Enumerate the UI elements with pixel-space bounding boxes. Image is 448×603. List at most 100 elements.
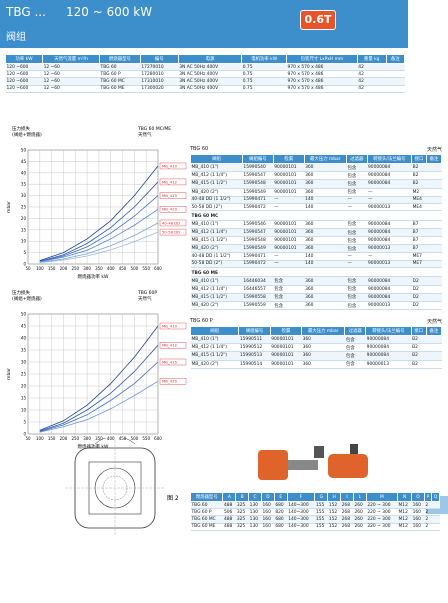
cell: M2 (411, 188, 427, 197)
series-line (39, 222, 159, 263)
section-row: TBG 60 MC (190, 210, 442, 221)
cell: 140 (304, 252, 347, 261)
series-line (39, 208, 159, 263)
cell: 12 ~60 (42, 77, 100, 86)
cell: 90000084 (367, 171, 412, 181)
header-cell: B (235, 492, 250, 502)
cell: 90000084 (367, 276, 412, 286)
cell: 包含 (346, 244, 367, 254)
cell: 680 (274, 515, 288, 524)
cell: 130 (248, 515, 262, 524)
burner-body (328, 454, 368, 478)
cell: 15990547 (242, 171, 274, 181)
y-tick-label: 35 (21, 182, 27, 187)
cell: B2 (411, 163, 427, 173)
header-cell: 检漏 (272, 154, 305, 164)
cell: 120 ~600 (5, 77, 43, 86)
burner-tube (288, 460, 318, 470)
cell: 160 (411, 508, 425, 517)
badge: 0.6T (300, 10, 336, 30)
angle-arc (94, 438, 136, 445)
cell: 90000084 (367, 228, 412, 238)
cell: 包含 (346, 188, 367, 197)
x-tick-label: 600 (154, 436, 162, 441)
x-tick-label: 450 (119, 436, 127, 441)
section-title: TBG 60 MC (190, 210, 442, 221)
y-tick-label: 40 (21, 170, 27, 175)
y-tick-label: 40 (21, 336, 27, 341)
cell: 16446034 (242, 276, 274, 286)
cell (426, 236, 442, 246)
cell: 488 (222, 501, 236, 510)
header-band: TBG ... 120 ~ 600 kW 阀组 (0, 0, 408, 48)
x-tick-label: 550 (142, 436, 150, 441)
cell: 15990471 (242, 252, 274, 261)
x-tick-label: 350 (95, 436, 103, 441)
cell: — (346, 252, 367, 261)
cell: 0.75 (241, 85, 287, 93)
cell (426, 179, 442, 189)
header-cell: P (423, 492, 432, 502)
x-axis-label: 燃烧器功率 kW (78, 443, 110, 450)
annotation: 天然气 (138, 131, 152, 138)
header-row: 阀组 阀组编号 检漏 最大压力 mbar 过滤器 转接头/法兰编号 接口 备注 (190, 154, 442, 164)
annotation: TBG 60 MC/ME (137, 126, 171, 132)
cell: 155 (314, 515, 328, 524)
cell: 17270010 (140, 63, 179, 72)
cell: 160 (261, 523, 275, 531)
cell: 140 (304, 260, 347, 268)
cell (386, 77, 405, 86)
header-cell: 包装尺寸 LxPxH mm (286, 54, 358, 64)
header-cell: 过滤器 (344, 326, 367, 336)
cell: 90000084 (365, 335, 412, 345)
row: MB_415 (1 1/2") 15990548 90000101 360 包含 9000… (190, 179, 442, 189)
cell: 488 (222, 523, 236, 531)
cell: 12 ~60 (42, 70, 100, 79)
cell: 90000101 (273, 171, 305, 181)
header-cell: 转接头/法兰编号 (365, 326, 412, 336)
row: MB_420 (2") 15990514 90000101 360 包含 90000013… (190, 360, 442, 369)
x-tick-label: 500 (131, 436, 139, 441)
cell: 90000084 (365, 343, 412, 353)
cell: M12 (397, 501, 412, 510)
cell: 50-58 DD (2") (190, 260, 243, 268)
cell: MB_420 (2") (190, 301, 243, 311)
header-cell: 阀组编号 (241, 154, 274, 164)
cell (426, 351, 442, 361)
row: MB_415 (1 1/2") 15990513 90000101 360 包含 9000… (190, 351, 442, 361)
cell: 360 (301, 335, 345, 345)
cell: 90000101 (270, 335, 302, 345)
cell: TBG 60 (99, 63, 141, 72)
y-tick-label: 5 (23, 250, 26, 255)
cell: MB_410 (1") (190, 276, 243, 286)
row: MB_412 (1 1/4") 15990547 90000101 360 包含 9000… (190, 228, 442, 238)
cell: 15990546 (242, 220, 274, 229)
legend-box (159, 192, 187, 199)
cell: 160 (261, 515, 275, 524)
header-cell: G (314, 492, 329, 502)
cell: 90000084 (367, 293, 412, 303)
cell: D2 (411, 285, 427, 294)
cell: 15990514 (238, 360, 271, 369)
header-cell: 阀组编号 (238, 326, 271, 336)
cell: 160 (261, 501, 275, 510)
cell: 360 (304, 179, 347, 189)
legend-box (159, 377, 187, 385)
cell: 15990512 (238, 343, 271, 353)
cell (426, 293, 442, 303)
cell: 15990549 (242, 244, 274, 254)
cell (426, 188, 442, 197)
x-tick-label: 200 (60, 266, 68, 271)
series-line (39, 231, 159, 264)
cell: 包含 (273, 293, 305, 303)
legend-label: MB_415 (162, 193, 178, 198)
row: TBG 60 MC 488 325 130 160 680 140~300 155 152 268… (190, 515, 440, 524)
cell: 130 (248, 501, 262, 510)
cell (431, 501, 440, 510)
cell: 包含 (344, 343, 366, 353)
series-line (39, 325, 159, 431)
cell: 268 (340, 515, 354, 524)
cell: MB_412 (1 1/4") (190, 285, 243, 294)
